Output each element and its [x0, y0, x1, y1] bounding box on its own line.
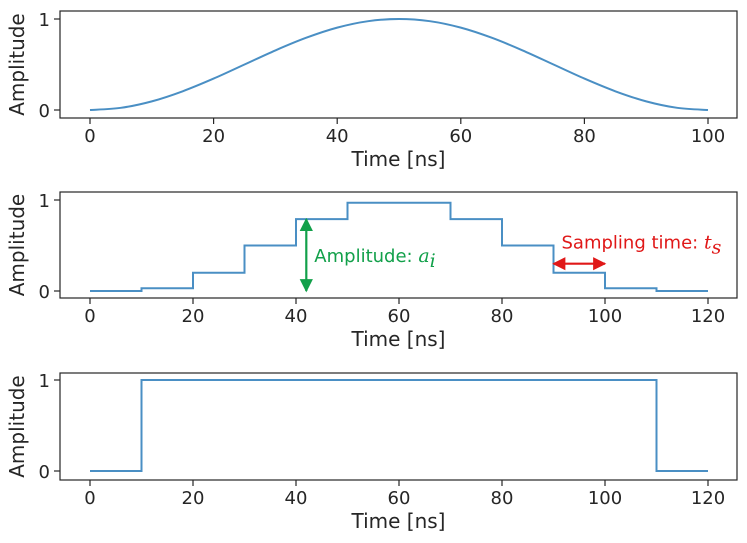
x-tick-label: 60	[388, 488, 411, 509]
x-tick-label: 60	[388, 306, 411, 327]
x-axis-label: Time [ns]	[350, 147, 445, 171]
y-tick-label: 0	[39, 462, 50, 483]
series-line	[90, 201, 708, 292]
y-tick-label: 1	[39, 10, 50, 31]
subplot-3: 0 20 40 60 80 100 120 0 1 Time [ns] Amplitude	[5, 371, 738, 533]
x-tick-label: 0	[84, 126, 95, 147]
series-line	[90, 379, 708, 472]
y-axis-label: Amplitude	[5, 13, 29, 116]
axes-frame	[59, 10, 738, 119]
x-tick-label: 0	[84, 306, 95, 327]
x-tick-label: 20	[182, 488, 205, 509]
y-tick-label: 1	[39, 371, 50, 392]
y-axis-label: Amplitude	[5, 375, 29, 478]
x-tick-label: 80	[573, 126, 596, 147]
y-tick-label: 0	[39, 101, 50, 122]
x-tick-label: 100	[691, 126, 725, 147]
x-tick-label: 120	[691, 488, 725, 509]
x-tick-label: 40	[326, 126, 349, 147]
annotation-subscript: i	[430, 250, 436, 272]
annotation-symbol: a	[418, 245, 429, 267]
x-tick-label: 40	[285, 306, 308, 327]
x-tick-label: 80	[491, 306, 514, 327]
amplitude-annotation: Amplitude: ai	[314, 245, 435, 272]
annotation-label: Amplitude:	[314, 246, 418, 267]
annotation-label: Sampling time:	[562, 233, 704, 254]
x-tick-label: 60	[449, 126, 472, 147]
subplot-1: 0 20 40 60 80 100 0 1 Time [ns] Amplitude	[5, 10, 738, 171]
x-tick-label: 100	[588, 306, 622, 327]
x-tick-label: 80	[491, 488, 514, 509]
x-tick-label: 100	[588, 488, 622, 509]
x-tick-label: 40	[285, 488, 308, 509]
axes-frame	[59, 372, 738, 481]
x-tick-label: 20	[202, 126, 225, 147]
x-tick-label: 120	[691, 306, 725, 327]
subplot-2: 0 20 40 60 80 100 120 0 1 Time [ns] Amplitude Ampli…	[5, 191, 738, 351]
y-tick-label: 1	[39, 191, 50, 212]
y-tick-label: 0	[39, 282, 50, 303]
x-axis-label: Time [ns]	[350, 509, 445, 533]
annotation-symbol: t	[704, 232, 712, 254]
sampling-time-annotation: Sampling time: ts	[562, 232, 722, 259]
annotation-subscript: s	[712, 237, 722, 259]
x-tick-label: 20	[182, 306, 205, 327]
series-line	[89, 17, 709, 111]
x-tick-label: 0	[84, 488, 95, 509]
y-axis-label: Amplitude	[5, 194, 29, 297]
x-axis-label: Time [ns]	[350, 327, 445, 351]
